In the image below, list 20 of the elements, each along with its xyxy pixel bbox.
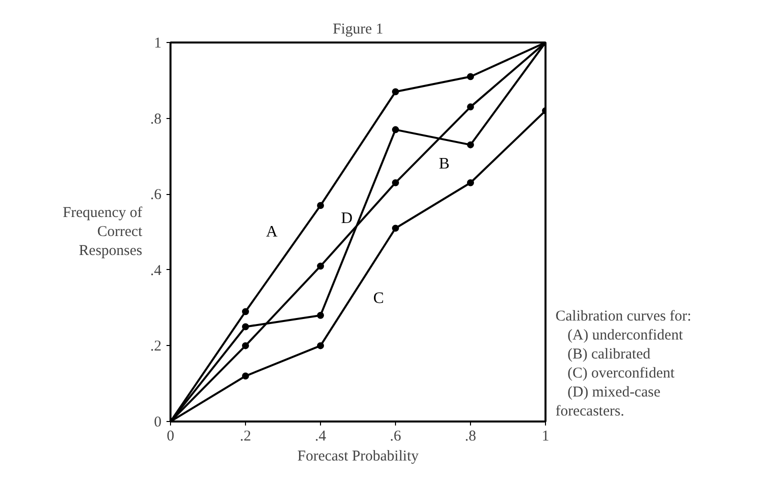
series-label: D xyxy=(340,210,353,228)
x-tick-label: .4 xyxy=(314,428,327,444)
chart-title: Figure 1 xyxy=(332,22,384,38)
y-tick-label: .8 xyxy=(150,111,162,128)
x-tick-label: .8 xyxy=(464,428,476,444)
y-axis-title: Frequency of Correct Responses xyxy=(62,204,144,260)
x-tick-label: 1 xyxy=(542,428,550,444)
y-tick-label: .2 xyxy=(150,338,162,355)
y-tick-label: 0 xyxy=(154,414,162,430)
series-label: C xyxy=(373,290,384,307)
x-tick-label: .2 xyxy=(240,428,252,444)
x-tick-label: 0 xyxy=(166,428,174,444)
y-tick-label: 1 xyxy=(154,36,162,52)
series-label: A xyxy=(266,224,278,240)
text: Calibration curves for: (A) underconfident (B) calibrated (C) overconfident (D) mixed-case forecasters. xyxy=(556,308,692,420)
x-tick-label: .6 xyxy=(390,428,402,444)
x-axis-title: Forecast Probability xyxy=(297,448,420,464)
y-tick-label: .4 xyxy=(150,262,162,279)
y-tick-label: .6 xyxy=(150,187,162,204)
series-label: B xyxy=(438,155,450,172)
